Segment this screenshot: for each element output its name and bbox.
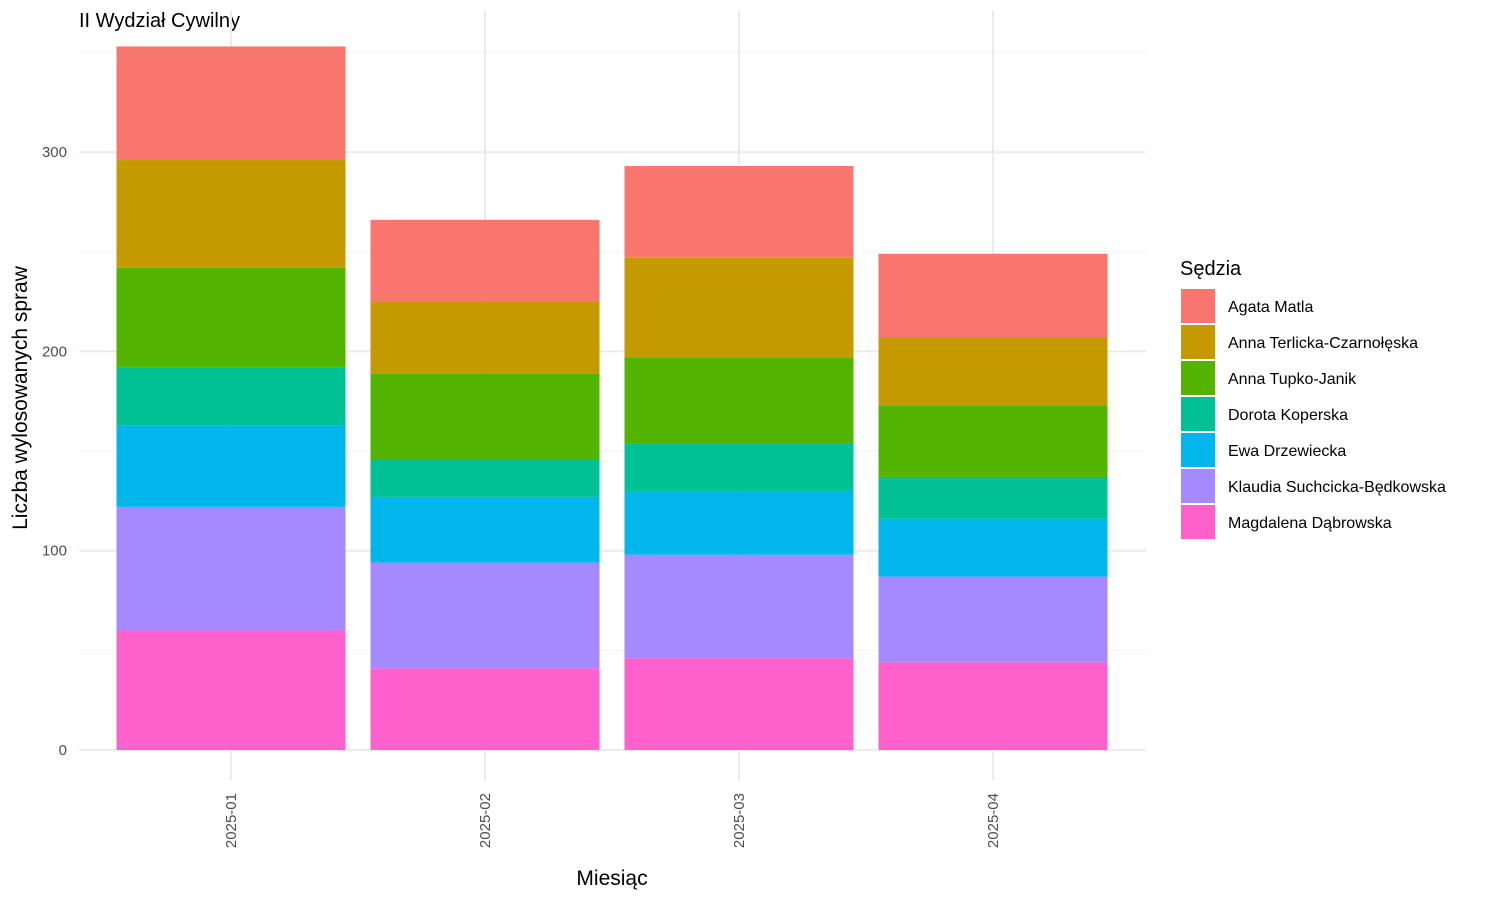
legend-label: Dorota Koperska [1228, 407, 1348, 424]
bar-segment [116, 425, 346, 507]
x-axis-ticks: 2025-01 2025-02 2025-03 2025-04 [223, 793, 1002, 848]
y-tick-label: 100 [42, 543, 67, 560]
legend: Agata Matla Anna Terlicka-Czarnołęska Anna… [1181, 289, 1446, 539]
bar-segment [370, 668, 600, 750]
bar-segment [370, 562, 600, 669]
bar-segment [624, 257, 854, 358]
bar-segment [116, 630, 346, 750]
bar-segment [370, 459, 600, 497]
legend-label: Anna Tupko-Janik [1228, 371, 1357, 388]
bar-segment [116, 46, 346, 161]
bar-segment [878, 253, 1108, 338]
bar-segment [624, 357, 854, 444]
legend-key [1181, 433, 1215, 467]
legend-label: Klaudia Suchcicka-Będkowska [1228, 479, 1446, 496]
bar-segment [878, 662, 1108, 750]
y-tick-label: 300 [42, 144, 67, 161]
bar-segment [370, 496, 600, 563]
legend-key [1181, 469, 1215, 503]
bar-segment [624, 166, 854, 258]
bar-segment [624, 490, 854, 555]
bars [116, 46, 1108, 750]
legend-label: Agata Matla [1228, 299, 1313, 316]
bar-segment [878, 405, 1108, 477]
legend-label: Ewa Drzewiecka [1228, 443, 1346, 460]
bar-segment [370, 219, 600, 302]
bar-segment [878, 337, 1108, 406]
legend-key [1181, 325, 1215, 359]
bar-segment [878, 576, 1108, 663]
legend-label: Anna Terlicka-Czarnołęska [1228, 335, 1418, 352]
bar-segment [624, 658, 854, 750]
bar-segment [878, 518, 1108, 577]
legend-title: Sędzia [1180, 258, 1242, 280]
y-axis-ticks: 0 100 200 300 [42, 144, 67, 759]
x-tick-label: 2025-03 [731, 793, 748, 848]
legend-key [1181, 289, 1215, 323]
bar-segment [624, 554, 854, 659]
bar-segment [116, 506, 346, 631]
bar-segment [116, 267, 346, 368]
y-tick-label: 0 [59, 742, 67, 759]
x-axis-title: Miesiąc [576, 867, 647, 890]
legend-key [1181, 397, 1215, 431]
legend-key [1181, 505, 1215, 539]
bar-segment [878, 476, 1108, 519]
x-tick-label: 2025-04 [985, 793, 1002, 848]
bar-segment [116, 160, 346, 268]
bar-segment [370, 373, 600, 460]
legend-key [1181, 361, 1215, 395]
chart-title: II Wydział Cywilny [79, 10, 240, 32]
bar-segment [370, 301, 600, 374]
y-axis-title: Liczba wylosowanych spraw [9, 265, 32, 530]
bar-segment [624, 443, 854, 491]
legend-label: Magdalena Dąbrowska [1228, 515, 1392, 532]
x-tick-label: 2025-01 [223, 793, 240, 848]
x-tick-label: 2025-02 [477, 793, 494, 848]
y-tick-label: 200 [42, 343, 67, 360]
bar-segment [116, 367, 346, 426]
